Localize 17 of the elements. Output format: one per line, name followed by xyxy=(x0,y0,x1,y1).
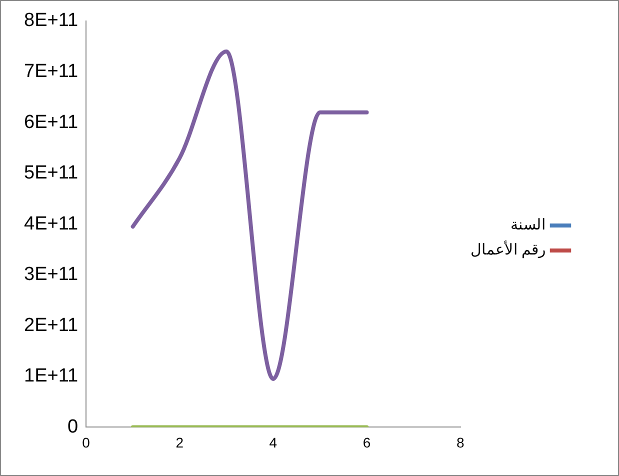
y-tick-label: 1E+11 xyxy=(24,366,78,387)
y-tick-label: 6E+11 xyxy=(24,112,78,133)
y-tick-label: 8E+11 xyxy=(24,10,78,32)
y-tick-label: 0 xyxy=(67,416,78,438)
x-tick-label: 2 xyxy=(176,434,184,450)
x-tick-label: 6 xyxy=(362,434,371,450)
legend-label: السنة xyxy=(510,216,546,234)
y-tick-label: 4E+11 xyxy=(24,213,78,234)
y-tick-label: 5E+11 xyxy=(24,162,78,184)
legend-label: رقم الأعمال xyxy=(470,240,546,259)
line-series xyxy=(130,49,369,381)
y-tick-label: 2E+11 xyxy=(24,314,78,336)
y-tick-label: 3E+11 xyxy=(24,264,78,286)
x-tick-label: 8 xyxy=(456,434,464,450)
x-tick-label: 4 xyxy=(269,434,278,450)
x-tick-label: 0 xyxy=(82,434,90,450)
y-tick-label: 7E+11 xyxy=(24,61,78,82)
